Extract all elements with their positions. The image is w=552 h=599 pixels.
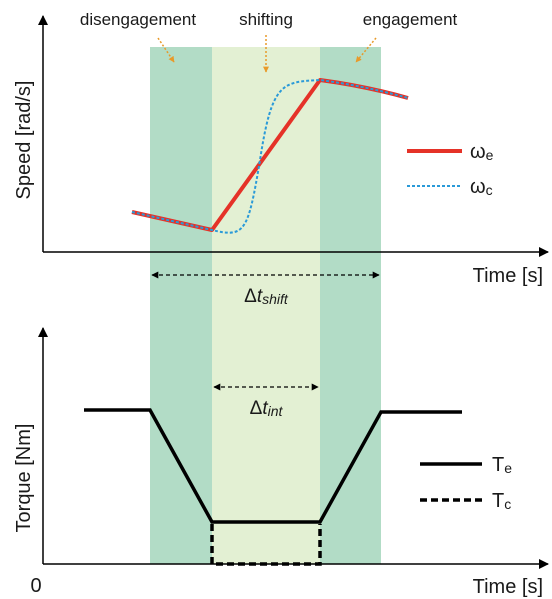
- speed-axes: [38, 15, 549, 257]
- pointer-disengagement: [157, 37, 175, 63]
- torque-axis-label: Torque [Nm]: [13, 424, 35, 533]
- origin-label: 0: [30, 575, 41, 597]
- phase-label-engagement: engagement: [363, 10, 458, 29]
- speed-time-label: Time [s]: [473, 265, 543, 287]
- legend-label-engine-torque: Te: [492, 454, 512, 476]
- clutch-speed-curve: [131, 78, 409, 234]
- phase-label-shifting: shifting: [239, 10, 293, 29]
- engine-torque-curve: [84, 408, 462, 524]
- int-interval-label: Δtint: [250, 398, 284, 419]
- legend-label-clutch-torque: Tc: [492, 490, 511, 512]
- phase-pointers: [157, 35, 377, 73]
- clutch-torque-curve: [210, 524, 322, 566]
- band-disengagement: [150, 47, 212, 564]
- shift-interval-label: Δtshift: [244, 286, 289, 307]
- torque-legend: Te Tc: [420, 454, 512, 512]
- speed-axis-label: Speed [rad/s]: [13, 81, 35, 200]
- torque-time-label: Time [s]: [473, 576, 543, 598]
- legend-label-clutch-speed: ωc: [470, 176, 493, 198]
- phase-bands: [150, 47, 381, 564]
- speed-legend: ωe ωc: [407, 141, 494, 198]
- band-shifting: [212, 47, 320, 564]
- pointer-engagement: [355, 37, 377, 63]
- legend-label-engine-speed: ωe: [470, 141, 494, 163]
- band-engagement: [320, 47, 381, 564]
- phase-label-disengagement: disengagement: [80, 10, 197, 29]
